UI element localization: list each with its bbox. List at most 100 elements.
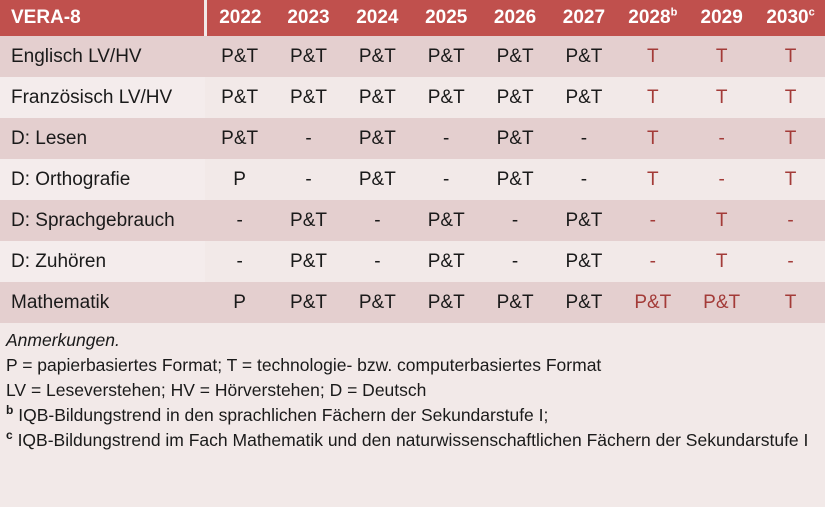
- header-year-2027: 2027: [549, 0, 619, 36]
- cell-2028: T: [618, 77, 688, 118]
- row-label: Französisch LV/HV: [0, 77, 206, 118]
- cell-2026: P&T: [480, 282, 550, 323]
- cell-2023: -: [274, 159, 343, 200]
- header-year-label: 2024: [356, 7, 399, 28]
- cell-2028: -: [618, 241, 688, 282]
- cell-2024: -: [342, 200, 412, 241]
- cell-2025: -: [411, 159, 481, 200]
- header-year-label: 2026: [493, 7, 537, 28]
- cell-2026: P&T: [480, 36, 550, 77]
- cell-2030: -: [756, 241, 825, 282]
- cell-2029: T: [687, 241, 757, 282]
- notes-title: Anmerkungen.: [6, 330, 120, 350]
- cell-2029: T: [687, 77, 757, 118]
- cell-2029: -: [687, 159, 757, 200]
- table-row: Französisch LV/HV P&T P&T P&T P&T P&T P&T T T T: [0, 77, 825, 118]
- header-year-2030: 2030c: [756, 0, 825, 36]
- cell-2023: P&T: [274, 200, 343, 241]
- cell-2022: P&T: [205, 36, 275, 77]
- header-year-2028: 2028b: [618, 0, 688, 36]
- cell-2025: P&T: [411, 36, 481, 77]
- cell-2024: P&T: [342, 36, 412, 77]
- cell-2022: -: [205, 241, 275, 282]
- header-year-2022: 2022: [205, 0, 275, 36]
- table-row: Englisch LV/HV P&T P&T P&T P&T P&T P&T T T T: [0, 36, 825, 77]
- row-label: Mathematik: [0, 282, 206, 323]
- cell-2030: T: [756, 282, 825, 323]
- cell-2026: P&T: [480, 159, 550, 200]
- table-row: D: Zuhören - P&T - P&T - P&T - T -: [0, 241, 825, 282]
- cell-2026: -: [480, 241, 550, 282]
- header-year-footnote-marker: b: [670, 6, 678, 19]
- cell-2022: -: [205, 200, 275, 241]
- cell-2023: P&T: [274, 77, 343, 118]
- cell-2025: P&T: [411, 282, 481, 323]
- notes-footnote-b: b IQB-Bildungstrend in den sprachlichen …: [6, 403, 825, 428]
- cell-2027: P&T: [549, 36, 619, 77]
- cell-2027: -: [549, 118, 619, 159]
- cell-2024: P&T: [342, 159, 412, 200]
- cell-2026: -: [480, 200, 550, 241]
- header-year-2026: 2026: [480, 0, 550, 36]
- row-label: Englisch LV/HV: [0, 36, 206, 77]
- cell-2023: P&T: [274, 241, 343, 282]
- notes-footnote-c: c IQB-Bildungstrend im Fach Mathematik u…: [6, 428, 825, 453]
- table-row: Mathematik P P&T P&T P&T P&T P&T P&T P&T T: [0, 282, 825, 323]
- table-row: D: Sprachgebrauch - P&T - P&T - P&T - T -: [0, 200, 825, 241]
- header-year-label: 2025: [425, 7, 468, 28]
- header-year-label: 2022: [219, 7, 262, 28]
- header-year-2023: 2023: [274, 0, 343, 36]
- cell-2030: T: [756, 118, 825, 159]
- cell-2026: P&T: [480, 118, 550, 159]
- cell-2028: -: [618, 200, 688, 241]
- cell-2028: T: [618, 118, 688, 159]
- header-row: VERA-8 2022 2023 2024 2025 2026 2027 2028b 2029…: [0, 0, 825, 36]
- header-year-2029: 2029: [687, 0, 757, 36]
- cell-2030: -: [756, 200, 825, 241]
- header-year-label: 2028: [628, 7, 671, 28]
- notes-block: Anmerkungen. P = papierbasiertes Format;…: [0, 323, 825, 453]
- header-year-2024: 2024: [342, 0, 412, 36]
- cell-2022: P: [205, 282, 275, 323]
- cell-2028: T: [618, 159, 688, 200]
- row-label: D: Lesen: [0, 118, 206, 159]
- footnote-b-marker: b: [6, 403, 14, 418]
- cell-2027: P&T: [549, 282, 619, 323]
- cell-2024: P&T: [342, 282, 412, 323]
- cell-2023: P&T: [274, 36, 343, 77]
- cell-2027: -: [549, 159, 619, 200]
- cell-2028: T: [618, 36, 688, 77]
- header-year-label: 2029: [700, 7, 743, 28]
- cell-2023: P&T: [274, 282, 343, 323]
- footnote-c-text: IQB-Bildungstrend im Fach Mathematik und…: [17, 430, 809, 450]
- header-year-2025: 2025: [411, 0, 481, 36]
- cell-2030: T: [756, 77, 825, 118]
- cell-2024: -: [342, 241, 412, 282]
- notes-line-abbreviations: LV = Leseverstehen; HV = Hörverstehen; D…: [6, 380, 427, 400]
- cell-2027: P&T: [549, 200, 619, 241]
- cell-2029: T: [687, 36, 757, 77]
- header-year-label: 2030: [766, 7, 809, 28]
- cell-2024: P&T: [342, 77, 412, 118]
- cell-2030: T: [756, 159, 825, 200]
- cell-2022: P&T: [205, 77, 275, 118]
- cell-2023: -: [274, 118, 343, 159]
- cell-2029: T: [687, 200, 757, 241]
- cell-2029: -: [687, 118, 757, 159]
- vera8-schedule-table: VERA-8 2022 2023 2024 2025 2026 2027 2028b 2029…: [0, 0, 825, 323]
- row-label: D: Sprachgebrauch: [0, 200, 206, 241]
- cell-2030: T: [756, 36, 825, 77]
- cell-2027: P&T: [549, 241, 619, 282]
- header-year-label: 2027: [562, 7, 606, 28]
- footnote-b-text: IQB-Bildungstrend in den sprachlichen Fä…: [18, 405, 549, 425]
- table-body: Englisch LV/HV P&T P&T P&T P&T P&T P&T T T T Franz…: [0, 36, 825, 323]
- cell-2024: P&T: [342, 118, 412, 159]
- cell-2027: P&T: [549, 77, 619, 118]
- table-head: VERA-8 2022 2023 2024 2025 2026 2027 2028b 2029…: [0, 0, 825, 36]
- table-row: D: Lesen P&T - P&T - P&T - T - T: [0, 118, 825, 159]
- cell-2022: P&T: [205, 118, 275, 159]
- header-year-label: 2023: [287, 7, 330, 28]
- footnote-c-marker: c: [6, 428, 13, 443]
- cell-2029: P&T: [687, 282, 757, 323]
